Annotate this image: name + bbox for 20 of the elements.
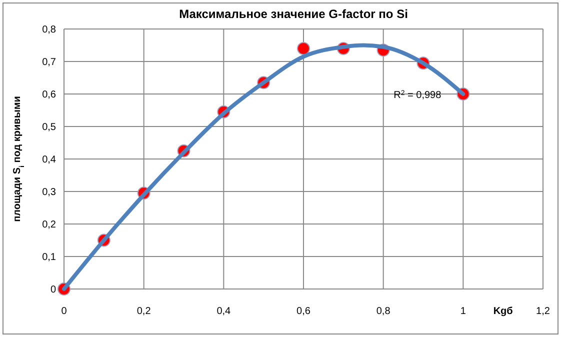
x-tick-label: 0,6: [296, 306, 311, 317]
y-tick-label: 0,1: [42, 252, 56, 263]
x-tick-label: 0,2: [136, 306, 152, 317]
y-tick-label: 0,5: [42, 122, 56, 133]
y-tick-label: 0,4: [42, 154, 56, 166]
annotation: R$^{2}$ = 0,998: [394, 90, 442, 101]
y-tick-label: 0,8: [42, 24, 56, 36]
chart-title: Максимальное значение G-factor по Si: [179, 7, 408, 21]
x-axis-title: Kgб: [493, 306, 513, 317]
y-tick-label: 0,6: [42, 90, 56, 100]
point: [297, 42, 310, 55]
x-tick-label: 1: [460, 306, 466, 317]
y-tick-label: 0,2: [42, 220, 56, 230]
y-tick-label: 0,3: [42, 187, 56, 198]
y-tick-label: 0: [50, 284, 56, 296]
x-tick-label: 0,8: [376, 306, 391, 317]
y-tick-label: 0,7: [42, 57, 56, 68]
x-tick-label: 0,4: [216, 306, 232, 317]
x-tick-label: 1,2: [536, 306, 550, 317]
x-tick-label: 0: [61, 306, 68, 317]
